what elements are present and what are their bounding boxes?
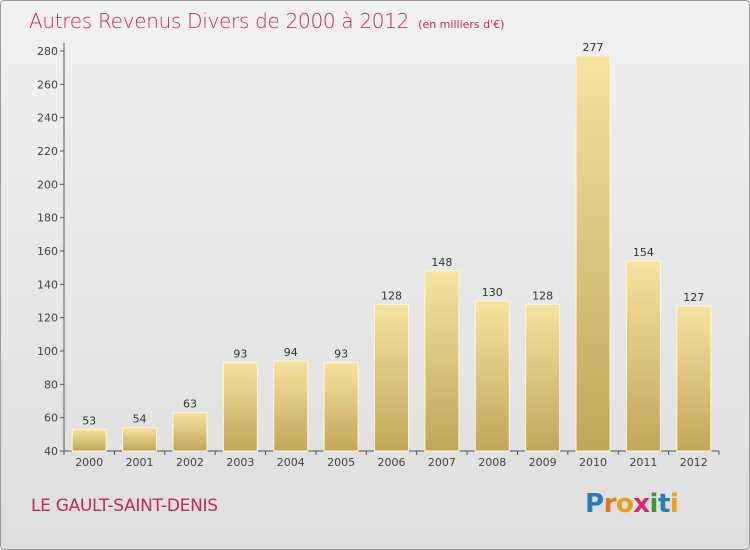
logo-letter: x <box>633 489 650 519</box>
logo-letter: i <box>669 489 679 519</box>
bar <box>424 270 460 452</box>
value-label: 53 <box>82 414 96 427</box>
logo-letter: t <box>657 489 670 519</box>
bar <box>273 360 309 452</box>
value-label: 93 <box>233 348 247 361</box>
value-label: 130 <box>482 286 503 299</box>
bar <box>474 300 510 452</box>
value-label: 148 <box>431 256 452 269</box>
x-tick-label: 2010 <box>579 456 607 469</box>
x-tick-label: 2007 <box>428 456 456 469</box>
bar <box>71 428 107 452</box>
x-tick-label: 2012 <box>680 456 708 469</box>
y-tick-label: 220 <box>37 145 58 158</box>
bars <box>71 55 712 452</box>
chart-title-main: Autres Revenus Divers de 2000 à 2012 <box>29 9 410 33</box>
value-label: 128 <box>381 289 402 302</box>
value-labels: 53 54 63 93 94 93 128 148 130 128 277 154 127 <box>82 41 704 427</box>
y-tick-label: 240 <box>37 112 58 125</box>
value-label: 127 <box>683 291 704 304</box>
x-tick-label: 2000 <box>75 456 103 469</box>
value-label: 93 <box>334 348 348 361</box>
x-tick-label: 2001 <box>126 456 154 469</box>
y-tick-label: 40 <box>44 445 58 458</box>
bar <box>222 362 258 452</box>
y-tick-label: 180 <box>37 212 58 225</box>
x-tick-label: 2002 <box>176 456 204 469</box>
y-tick-label: 100 <box>37 345 58 358</box>
bar <box>575 55 611 452</box>
logo-letter: P <box>585 489 604 519</box>
bar <box>374 303 409 452</box>
logo-letter: r <box>603 489 617 519</box>
value-label: 154 <box>633 246 654 259</box>
x-tick-label: 2005 <box>327 456 355 469</box>
y-tick-label: 200 <box>37 178 58 191</box>
y-tick-label: 280 <box>37 45 58 58</box>
bar <box>323 362 359 452</box>
y-tick-label: 80 <box>44 378 58 391</box>
bar <box>525 303 561 452</box>
bar <box>676 305 712 452</box>
bar <box>122 427 158 452</box>
x-tick-label: 2011 <box>629 456 657 469</box>
proxiti-logo[interactable]: Proxiti <box>585 489 679 519</box>
value-label: 63 <box>183 398 197 411</box>
value-label: 128 <box>532 289 553 302</box>
commune-name: LE GAULT-SAINT-DENIS <box>31 496 218 516</box>
y-tick-label: 60 <box>44 412 58 425</box>
logo-letter: o <box>615 489 634 519</box>
x-tick-label: 2004 <box>277 456 305 469</box>
bar <box>625 260 661 452</box>
x-tick-label: 2006 <box>378 456 406 469</box>
y-tick-label: 120 <box>37 312 58 325</box>
value-label: 277 <box>583 41 604 54</box>
y-tick-label: 260 <box>37 78 58 91</box>
logo-letter: i <box>649 489 659 519</box>
x-tick-label: 2008 <box>478 456 506 469</box>
axes: 40 60 80 100 120 140 160 180 200 220 240 260 280 2000… <box>37 43 720 469</box>
y-tick-label: 140 <box>37 278 58 291</box>
x-tick-label: 2003 <box>226 456 254 469</box>
value-label: 54 <box>133 413 147 426</box>
y-tick-label: 160 <box>37 245 58 258</box>
chart-title: Autres Revenus Divers de 2000 à 2012 (en… <box>29 9 504 33</box>
bar <box>172 412 208 452</box>
chart-title-unit: (en milliers d'€) <box>418 18 505 31</box>
x-tick-label: 2009 <box>529 456 557 469</box>
value-label: 94 <box>284 346 298 359</box>
